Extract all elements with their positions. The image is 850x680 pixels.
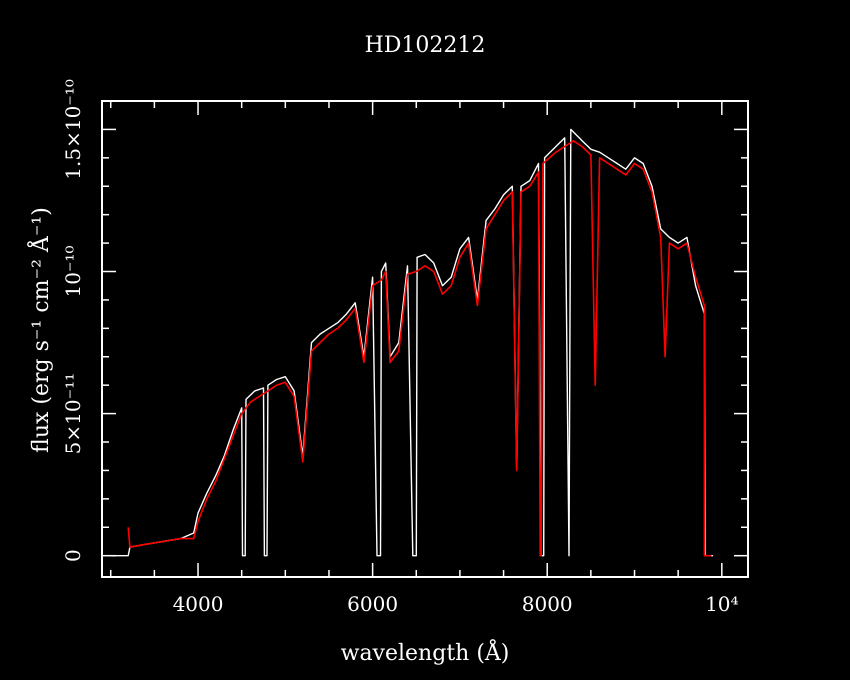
y-tick-label: 10⁻¹⁰	[61, 245, 85, 297]
x-tick-label: 8000	[522, 592, 573, 616]
series-line-1	[110, 128, 714, 557]
x-tick-label: 4000	[173, 592, 224, 616]
y-tick-label: 0	[61, 549, 85, 562]
x-axis-label: wavelength (Å)	[341, 638, 510, 666]
y-axis-label: flux (erg s⁻¹ cm⁻² Å⁻¹)	[26, 207, 54, 453]
y-tick-label: 1.5×10⁻¹⁰	[61, 79, 85, 180]
x-tick-label: 10⁴	[705, 592, 738, 616]
chart-title: HD102212	[365, 33, 486, 58]
y-tick-label: 5×10⁻¹¹	[61, 373, 85, 455]
x-tick-label: 6000	[347, 592, 398, 616]
axis-ticks: 4000 6000 8000 10⁴ 0 5×10⁻¹¹ 10⁻¹⁰ 1.5×10⁻¹⁰	[61, 79, 748, 616]
series-line-2	[127, 140, 712, 557]
plot-frame	[101, 100, 749, 578]
plot-area	[110, 128, 714, 557]
